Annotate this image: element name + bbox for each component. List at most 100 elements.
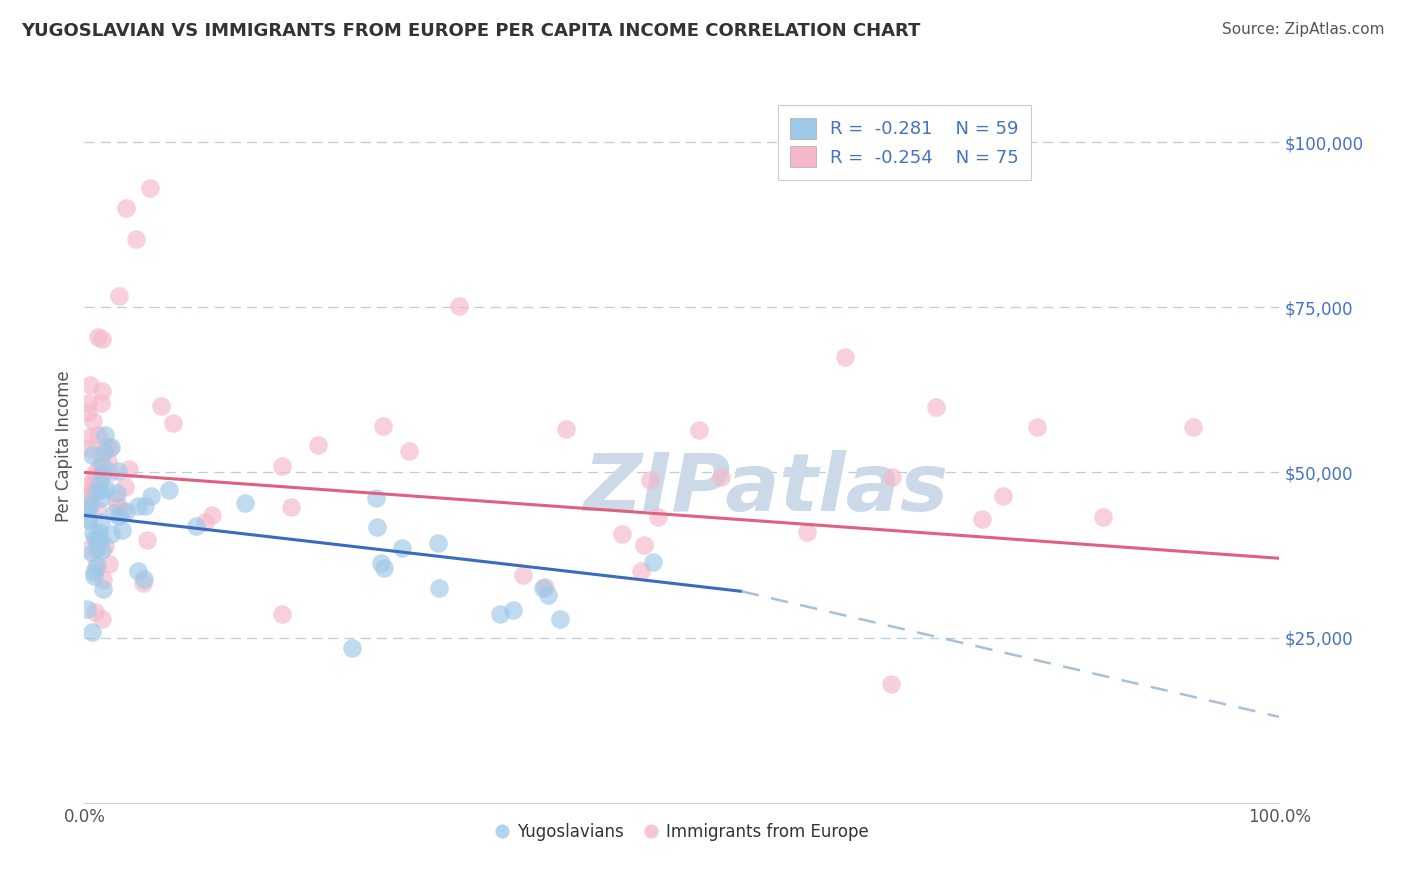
Point: [184, 519, 207, 533]
Point: [643, 555, 665, 569]
Point: [194, 515, 217, 529]
Point: [77, 405, 100, 419]
Point: [94, 539, 117, 553]
Point: [89, 524, 111, 539]
Text: YUGOSLAVIAN VS IMMIGRANTS FROM EUROPE PER CAPITA INCOME CORRELATION CHART: YUGOSLAVIAN VS IMMIGRANTS FROM EUROPE PE…: [21, 22, 921, 40]
Point: [86, 558, 108, 573]
Point: [139, 181, 162, 195]
Text: ZIPatlas: ZIPatlas: [583, 450, 948, 528]
Point: [77, 442, 100, 456]
Point: [100, 440, 122, 454]
Point: [77, 492, 100, 507]
Point: [630, 564, 652, 578]
Point: [86, 541, 108, 556]
Point: [162, 416, 184, 430]
Point: [141, 489, 163, 503]
Point: [77, 478, 100, 492]
Point: [391, 541, 413, 555]
Point: [426, 535, 449, 549]
Point: [93, 582, 115, 596]
Point: [633, 538, 655, 552]
Point: [86, 330, 108, 344]
Point: [280, 500, 302, 514]
Point: [90, 491, 112, 505]
Point: [83, 532, 105, 546]
Point: [638, 473, 661, 487]
Point: [134, 572, 156, 586]
Point: [89, 475, 111, 490]
Point: [90, 516, 112, 530]
Point: [201, 508, 224, 522]
Point: [108, 289, 131, 303]
Point: [373, 561, 395, 575]
Point: [98, 466, 121, 480]
Point: [83, 469, 105, 483]
Point: [555, 422, 578, 436]
Point: [1025, 419, 1047, 434]
Point: [84, 485, 107, 500]
Point: [366, 520, 388, 534]
Point: [91, 612, 114, 626]
Point: [82, 526, 104, 541]
Point: [373, 418, 395, 433]
Point: [86, 427, 108, 442]
Point: [114, 480, 136, 494]
Point: [83, 565, 105, 579]
Point: [127, 564, 149, 578]
Point: [115, 504, 138, 518]
Point: [118, 461, 141, 475]
Point: [135, 533, 157, 547]
Point: [1182, 420, 1205, 434]
Point: [125, 231, 148, 245]
Point: [97, 454, 120, 468]
Point: [107, 499, 129, 513]
Point: [688, 423, 710, 437]
Point: [270, 607, 292, 621]
Point: [970, 511, 993, 525]
Point: [91, 573, 114, 587]
Point: [108, 509, 131, 524]
Point: [115, 201, 138, 215]
Point: [80, 486, 103, 500]
Point: [270, 459, 292, 474]
Point: [398, 444, 420, 458]
Point: [103, 506, 125, 520]
Point: [79, 498, 101, 512]
Point: [925, 400, 948, 414]
Point: [127, 499, 149, 513]
Point: [134, 499, 156, 513]
Point: [96, 482, 118, 496]
Point: [880, 677, 903, 691]
Point: [364, 491, 387, 505]
Point: [157, 483, 180, 497]
Point: [105, 486, 128, 500]
Point: [834, 350, 856, 364]
Point: [1092, 510, 1115, 524]
Point: [90, 458, 112, 472]
Point: [537, 589, 560, 603]
Point: [84, 605, 107, 619]
Point: [111, 503, 134, 517]
Point: [612, 527, 634, 541]
Point: [340, 640, 363, 655]
Legend: Yugoslavians, Immigrants from Europe: Yugoslavians, Immigrants from Europe: [489, 817, 875, 848]
Point: [77, 541, 100, 556]
Point: [93, 444, 115, 458]
Point: [76, 602, 98, 616]
Y-axis label: Per Capita Income: Per Capita Income: [55, 370, 73, 522]
Point: [89, 448, 111, 462]
Point: [90, 396, 112, 410]
Point: [89, 458, 111, 473]
Point: [86, 502, 108, 516]
Point: [235, 496, 257, 510]
Point: [77, 501, 100, 516]
Point: [79, 378, 101, 392]
Point: [98, 557, 121, 571]
Point: [531, 581, 554, 595]
Point: [80, 448, 103, 462]
Point: [880, 469, 903, 483]
Point: [100, 527, 122, 541]
Point: [98, 441, 121, 455]
Point: [89, 483, 111, 497]
Text: Source: ZipAtlas.com: Source: ZipAtlas.com: [1222, 22, 1385, 37]
